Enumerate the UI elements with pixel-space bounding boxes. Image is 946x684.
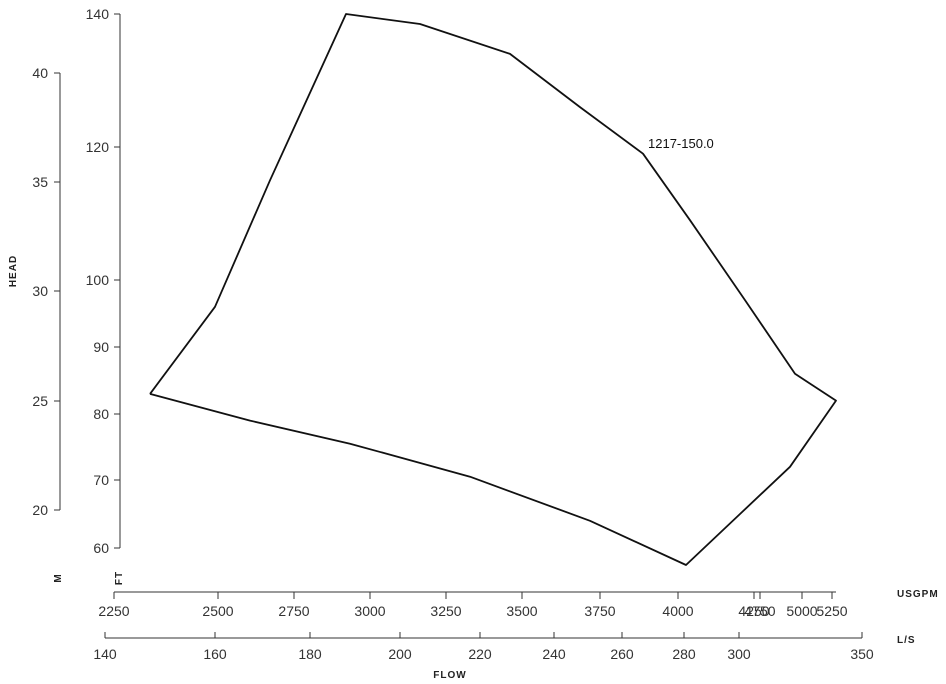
ft-tick-label: 90 [93,339,109,355]
m-axis: 20 25 30 35 40 [32,65,61,518]
series-outline [149,13,837,566]
ft-axis: 60 70 80 90 100 120 140 [86,6,121,556]
ft-tick-label: 120 [86,139,110,155]
ls-tick-label: 200 [388,646,412,662]
series-label: 1217-150.0 [648,136,714,151]
usgpm-tick-label: 3750 [584,603,615,619]
usgpm-tick-label: 5000 [786,603,817,619]
x-axis-label: FLOW [433,670,466,681]
usgpm-tick-label: 2750 [278,603,309,619]
ft-tick-label: 70 [93,472,109,488]
ls-tick-label: 260 [610,646,634,662]
ls-tick-label: 300 [727,646,751,662]
ls-tick-label: 160 [203,646,227,662]
usgpm-tick-label: 4250 [738,603,769,619]
usgpm-tick-label: 4750 [744,603,775,619]
ft-tick-label: 140 [86,6,110,22]
usgpm-axis: 2250 2500 2750 3000 3250 3500 3750 4000 42504750… [98,591,848,619]
m-tick-label: 35 [32,174,48,190]
ft-unit-label: FT [114,571,125,585]
usgpm-tick-label: 2500 [202,603,233,619]
ls-tick-label: 140 [93,646,117,662]
ls-tick-label: 240 [542,646,566,662]
ls-tick-label: 350 [850,646,874,662]
m-tick-label: 25 [32,393,48,409]
usgpm-tick-label: 2250 [98,603,129,619]
series-layer: 1217-150.0 [149,13,837,566]
m-unit-label: M [53,573,64,582]
ft-tick-label: 100 [86,272,110,288]
m-tick-label: 40 [32,65,48,81]
usgpm-tick-label: 4000 [662,603,693,619]
ls-tick-label: 280 [672,646,696,662]
usgpm-tick-label: 3500 [506,603,537,619]
m-tick-label: 20 [32,502,48,518]
ft-tick-label: 80 [93,406,109,422]
usgpm-tick-label: 5250 [816,603,847,619]
ls-tick-label: 180 [298,646,322,662]
y-axis-label: HEAD [8,255,19,287]
ft-tick-label: 60 [93,540,109,556]
m-tick-label: 30 [32,283,48,299]
usgpm-tick-label: 3250 [430,603,461,619]
ls-unit-label: L/S [897,635,916,646]
ls-tick-label: 220 [468,646,492,662]
usgpm-unit-label: USGPM [897,589,939,600]
usgpm-tick-label: 3000 [354,603,385,619]
ls-axis: 140 160 180 200 220 240 260 280 300 350 [93,632,874,662]
